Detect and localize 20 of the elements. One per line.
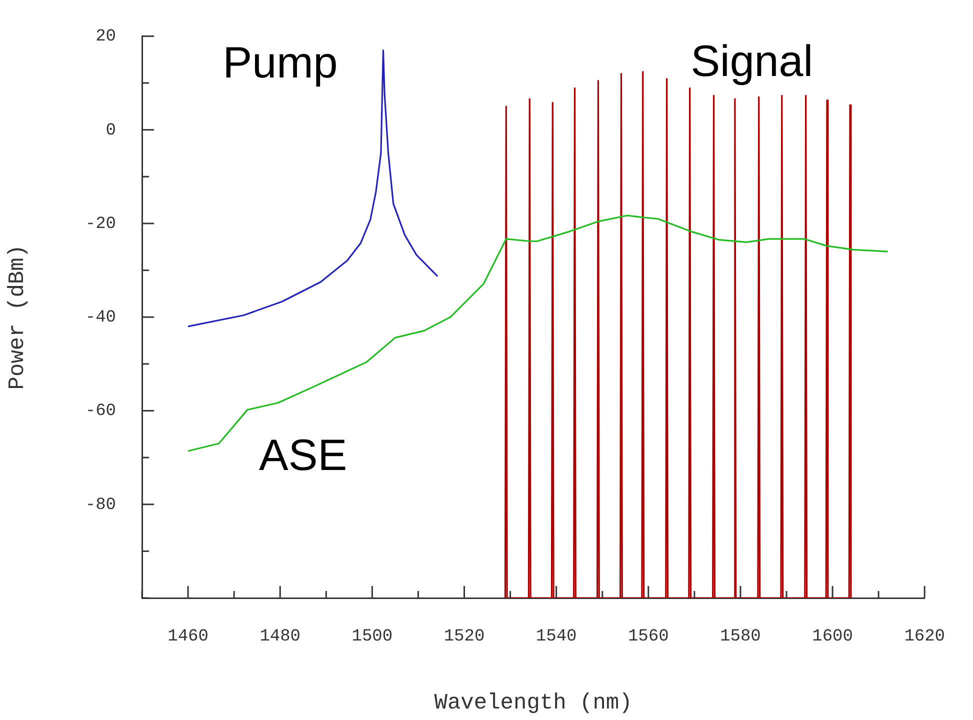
y-tick-label: 20: [96, 28, 116, 47]
x-tick-label: 1520: [444, 628, 485, 647]
y-tick-label: -60: [85, 402, 116, 422]
x-tick-label: 1460: [168, 628, 208, 647]
x-axis-title: Wavelength (nm): [434, 690, 632, 716]
series-label: Pump: [222, 38, 338, 88]
y-tick-label: -40: [85, 308, 116, 328]
x-tick-label: 1480: [260, 628, 301, 647]
x-tick-label: 1600: [812, 628, 853, 647]
x-tick-label: 1560: [628, 628, 669, 647]
x-tick-label: 1580: [720, 628, 761, 647]
y-tick-label: -80: [85, 496, 116, 515]
x-tick-label: 1540: [536, 628, 577, 647]
series-label: ASE: [259, 431, 348, 480]
y-tick-label: -20: [85, 214, 116, 234]
y-tick-label: 0: [106, 121, 116, 140]
x-tick-label: 1620: [904, 628, 946, 647]
series-label: Signal: [690, 36, 814, 86]
x-tick-label: 1500: [352, 628, 393, 647]
y-axis-title: Power (dBm): [5, 244, 30, 390]
